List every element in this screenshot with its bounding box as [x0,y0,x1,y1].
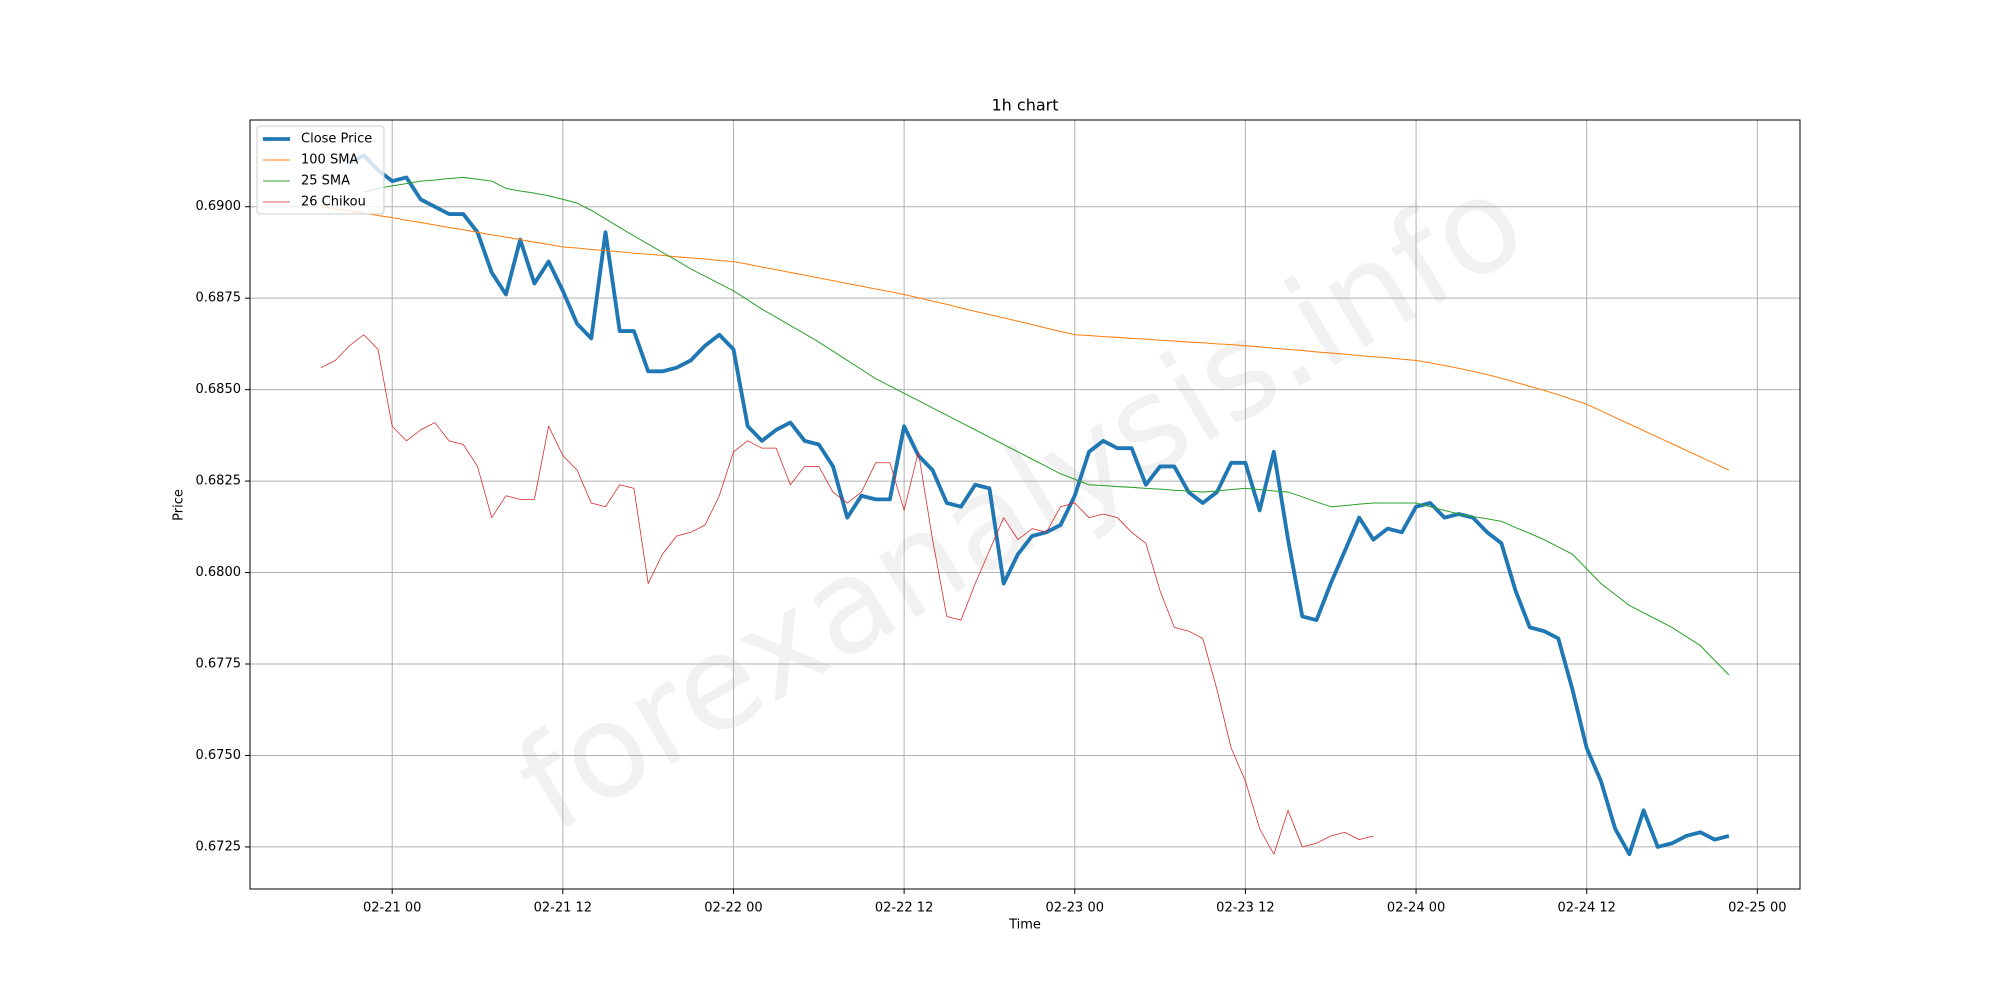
y-tick-label: 0.6825 [196,474,242,489]
plot-area [250,120,1800,889]
y-tick-label: 0.6725 [196,839,242,854]
legend-box [256,125,385,215]
series-line [320,334,1374,855]
legend-label: 26 Chikou [301,195,366,210]
x-axis-label: Time [1008,918,1041,933]
x-tick-label: 02-23 00 [1046,901,1104,916]
legend-label: 100 SMA [301,153,358,168]
axes-frame [249,119,1801,890]
x-tick-label: 02-23 12 [1216,901,1274,916]
series-line [363,176,1730,676]
x-tick-label: 02-24 12 [1557,901,1615,916]
legend-label: 25 SMA [301,174,350,189]
y-tick-label: 0.6875 [196,291,242,306]
x-tick-label: 02-21 12 [534,901,592,916]
series-line [321,206,1730,471]
chart-title: 1h chart [992,96,1059,115]
x-tick-label: 02-22 12 [875,901,933,916]
y-tick-label: 0.6850 [196,382,242,397]
x-tick-label: 02-22 00 [704,901,762,916]
y-axis-label: Price [172,489,187,521]
series-line [348,153,1730,857]
y-tick-label: 0.6800 [196,565,242,580]
y-tick-label: 0.6775 [196,657,242,672]
legend-label: Close Price [301,132,372,147]
y-tick-label: 0.6900 [196,199,242,214]
x-tick-label: 02-25 00 [1728,901,1786,916]
y-tick-label: 0.6750 [196,748,242,763]
x-tick-label: 02-24 00 [1387,901,1445,916]
x-tick-label: 02-21 00 [363,901,421,916]
